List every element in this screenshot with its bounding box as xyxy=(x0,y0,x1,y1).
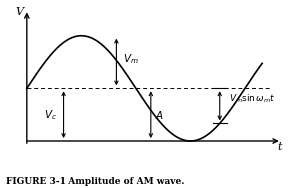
Text: FIGURE 3-1: FIGURE 3-1 xyxy=(6,177,66,186)
Text: $V_m$: $V_m$ xyxy=(123,52,139,66)
Text: V: V xyxy=(16,7,24,17)
Text: Amplitude of AM wave.: Amplitude of AM wave. xyxy=(62,177,184,186)
Text: $V_m \sin \omega_m t$: $V_m \sin \omega_m t$ xyxy=(229,92,275,105)
Text: t: t xyxy=(277,142,282,152)
Text: $V_c$: $V_c$ xyxy=(44,108,57,122)
Text: $A$: $A$ xyxy=(156,109,164,121)
